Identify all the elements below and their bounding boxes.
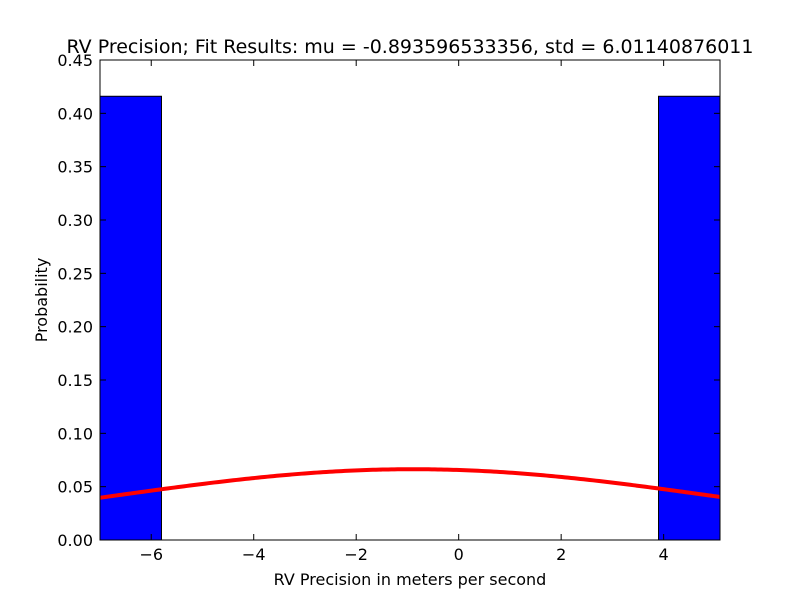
histogram-bar-0 bbox=[99, 95, 162, 541]
y-tick-label-5: 0.25 bbox=[57, 264, 93, 283]
x-tick-label-3: 0 bbox=[454, 545, 464, 564]
plot-frame bbox=[99, 59, 721, 541]
chart-title: RV Precision; Fit Results: mu = -0.89359… bbox=[67, 36, 754, 58]
y-tick-label-3: 0.15 bbox=[57, 371, 93, 390]
x-tick-label-2: −2 bbox=[344, 545, 368, 564]
y-tick-label-8: 0.40 bbox=[57, 104, 93, 123]
y-tick-label-6: 0.30 bbox=[57, 211, 93, 230]
y-tick-label-7: 0.35 bbox=[57, 158, 93, 177]
y-tick-label-1: 0.05 bbox=[57, 478, 93, 497]
x-tick-label-1: −4 bbox=[242, 545, 266, 564]
x-tick-label-4: 2 bbox=[556, 545, 566, 564]
y-tick-label-2: 0.10 bbox=[57, 424, 93, 443]
x-tick-label-5: 4 bbox=[659, 545, 669, 564]
plot-area: −6 −4 −2 0 2 4 0.00 0.05 0.10 0.15 0.20 0.25 0.30 0.3… bbox=[57, 51, 721, 564]
x-axis-label: RV Precision in meters per second bbox=[274, 570, 547, 589]
y-tick-label-4: 0.20 bbox=[57, 318, 93, 337]
y-axis-label: Probability bbox=[32, 258, 51, 343]
fit-curve-line bbox=[99, 467, 721, 500]
y-tick-label-0: 0.00 bbox=[57, 531, 93, 550]
y-tick-label-9: 0.45 bbox=[57, 51, 93, 70]
histogram-bar-1 bbox=[658, 95, 721, 541]
x-tick-label-0: −6 bbox=[139, 545, 163, 564]
